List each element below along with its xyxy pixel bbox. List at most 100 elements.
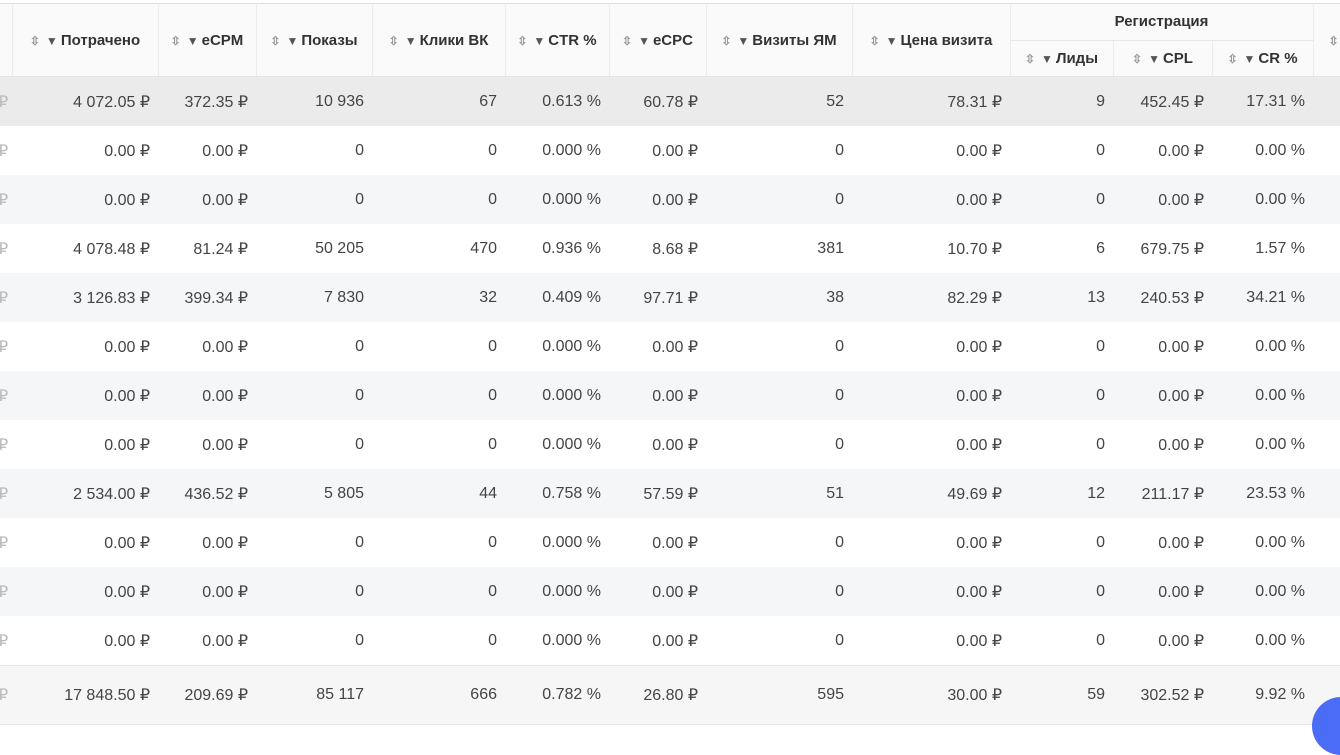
table-cell: 0: [372, 371, 505, 420]
cell-partial: ₽: [0, 436, 9, 454]
column-label: CPL: [1162, 49, 1193, 67]
table-cell: 30.00 ₽: [852, 665, 1010, 725]
cell-partial: ₽: [0, 665, 12, 725]
table-cell: 0.00 ₽: [1113, 371, 1212, 420]
table-cell: 0.00 ₽: [1158, 632, 1204, 650]
column-header[interactable]: ⇳ ▼ Показы: [256, 3, 373, 77]
table-cell: 0: [1010, 371, 1113, 420]
sort-icon[interactable]: ⇳: [517, 33, 528, 48]
filter-icon[interactable]: ▼: [638, 33, 650, 48]
filter-icon[interactable]: ▼: [1041, 51, 1053, 66]
cell-partial: ₽: [0, 616, 12, 666]
filter-icon[interactable]: ▼: [885, 33, 898, 48]
table-cell: 0.000 %: [542, 337, 601, 355]
filter-icon[interactable]: ▼: [1243, 51, 1256, 66]
cell-partial: [1313, 273, 1340, 322]
column-header[interactable]: ⇳ ▼ CPL: [1113, 40, 1213, 77]
table-cell: 372.35 ₽: [158, 76, 256, 126]
sort-icon[interactable]: ⇳: [1227, 51, 1238, 66]
sort-icon[interactable]: ⇳: [622, 33, 633, 48]
cell-partial: [1313, 126, 1340, 175]
column-label: eCPC: [652, 31, 693, 49]
sort-icon[interactable]: ⇳: [1328, 33, 1339, 48]
filter-icon[interactable]: ▼: [533, 33, 546, 48]
table-cell: 0: [835, 141, 844, 159]
table-row[interactable]: ₽0.00 ₽0.00 ₽000.000 %0.00 ₽00.00 ₽00.00…: [0, 616, 1340, 666]
sort-icon[interactable]: ⇳: [29, 33, 40, 48]
sort-icon[interactable]: ⇳: [869, 33, 880, 48]
table-cell: 0: [488, 631, 497, 649]
column-label: CTR %: [548, 31, 597, 49]
filter-icon[interactable]: ▼: [286, 33, 299, 48]
cell-partial: [1313, 616, 1340, 666]
table-cell: 0.936 %: [542, 239, 601, 257]
table-cell: 50 205: [315, 239, 364, 257]
table-cell: 0: [1096, 435, 1105, 453]
table-cell: 0: [488, 337, 497, 355]
table-cell: 57.59 ₽: [609, 469, 706, 518]
table-cell: 0.00 ₽: [652, 534, 698, 552]
table-cell: 0: [355, 533, 364, 551]
column-header-partial[interactable]: ⇳: [1313, 3, 1340, 77]
table-cell: 12: [1010, 469, 1113, 518]
table-cell: 49.69 ₽: [852, 469, 1010, 518]
sort-icon[interactable]: ⇳: [1132, 51, 1143, 66]
table-cell: 0: [256, 175, 372, 224]
filter-icon[interactable]: ▼: [186, 33, 199, 48]
filter-icon[interactable]: ▼: [45, 33, 58, 48]
table-cell: 0: [835, 337, 844, 355]
filter-icon[interactable]: ▼: [1148, 51, 1160, 66]
column-header-partial[interactable]: [0, 3, 13, 77]
cell-partial: ₽: [0, 371, 12, 420]
table-cell: 0.00 ₽: [956, 436, 1002, 454]
column-header[interactable]: ⇳ ▼ Клики ВК: [372, 3, 506, 77]
table-cell: 0: [835, 533, 844, 551]
table-cell: 6: [1096, 239, 1105, 257]
table-cell: 0.00 %: [1255, 337, 1306, 355]
cell-partial: [1313, 371, 1340, 420]
cell-partial: ₽: [0, 469, 12, 518]
table-cell: 666: [372, 665, 505, 725]
column-header[interactable]: ⇳ ▼ eCPM: [158, 3, 257, 77]
table-cell: 0.00 ₽: [104, 436, 150, 454]
table-cell: 10 936: [256, 76, 372, 126]
table-row[interactable]: ₽4 078.48 ₽ 81.24 ₽ 50 205 470 0.936 % 8.68 ₽…: [0, 224, 1340, 273]
column-header[interactable]: ⇳ ▼ Лиды: [1010, 40, 1114, 77]
column-header[interactable]: ⇳ ▼ CR %: [1212, 40, 1314, 77]
table-cell: 32: [372, 273, 505, 322]
table-cell: 0.00 ₽: [852, 371, 1010, 420]
column-header[interactable]: ⇳ ▼ CTR %: [505, 3, 610, 77]
column-group-header[interactable]: Регистрация: [1010, 3, 1314, 41]
table-row[interactable]: ₽2 534.00 ₽436.52 ₽5 805 44 0.758 % 57.59 ₽…: [0, 469, 1340, 518]
filter-icon[interactable]: ▼: [404, 33, 417, 48]
table-cell: 17 848.50 ₽: [12, 665, 158, 725]
sort-icon[interactable]: ⇳: [721, 33, 732, 48]
table-cell: 1.57 %: [1255, 239, 1306, 257]
column-header[interactable]: ⇳ ▼ Потрачено: [12, 3, 159, 77]
table-cell: 209.69 ₽: [158, 665, 256, 725]
column-header[interactable]: ⇳ ▼ Цена визита: [852, 3, 1011, 77]
sort-icon[interactable]: ⇳: [1024, 51, 1036, 66]
table-cell: 0.00 ₽: [104, 534, 150, 552]
table-cell: 0: [835, 631, 844, 649]
table-cell: 0.00 ₽: [202, 338, 248, 356]
column-label: Лиды: [1055, 49, 1099, 67]
table-row[interactable]: ₽3 126.83 ₽399.34 ₽7 830 32 0.409 % 97.71 ₽…: [0, 273, 1340, 322]
sort-icon[interactable]: ⇳: [270, 33, 281, 48]
column-header[interactable]: ⇳ ▼ Визиты ЯМ: [706, 3, 853, 77]
cell-partial: [1313, 76, 1340, 126]
filter-icon[interactable]: ▼: [737, 33, 750, 48]
sort-icon[interactable]: ⇳: [388, 33, 399, 48]
column-header[interactable]: ⇳ ▼ eCPC: [609, 3, 707, 77]
table-cell: 0.00 ₽: [652, 338, 698, 356]
table-cell: 0: [372, 175, 505, 224]
sort-icon[interactable]: ⇳: [170, 33, 181, 48]
